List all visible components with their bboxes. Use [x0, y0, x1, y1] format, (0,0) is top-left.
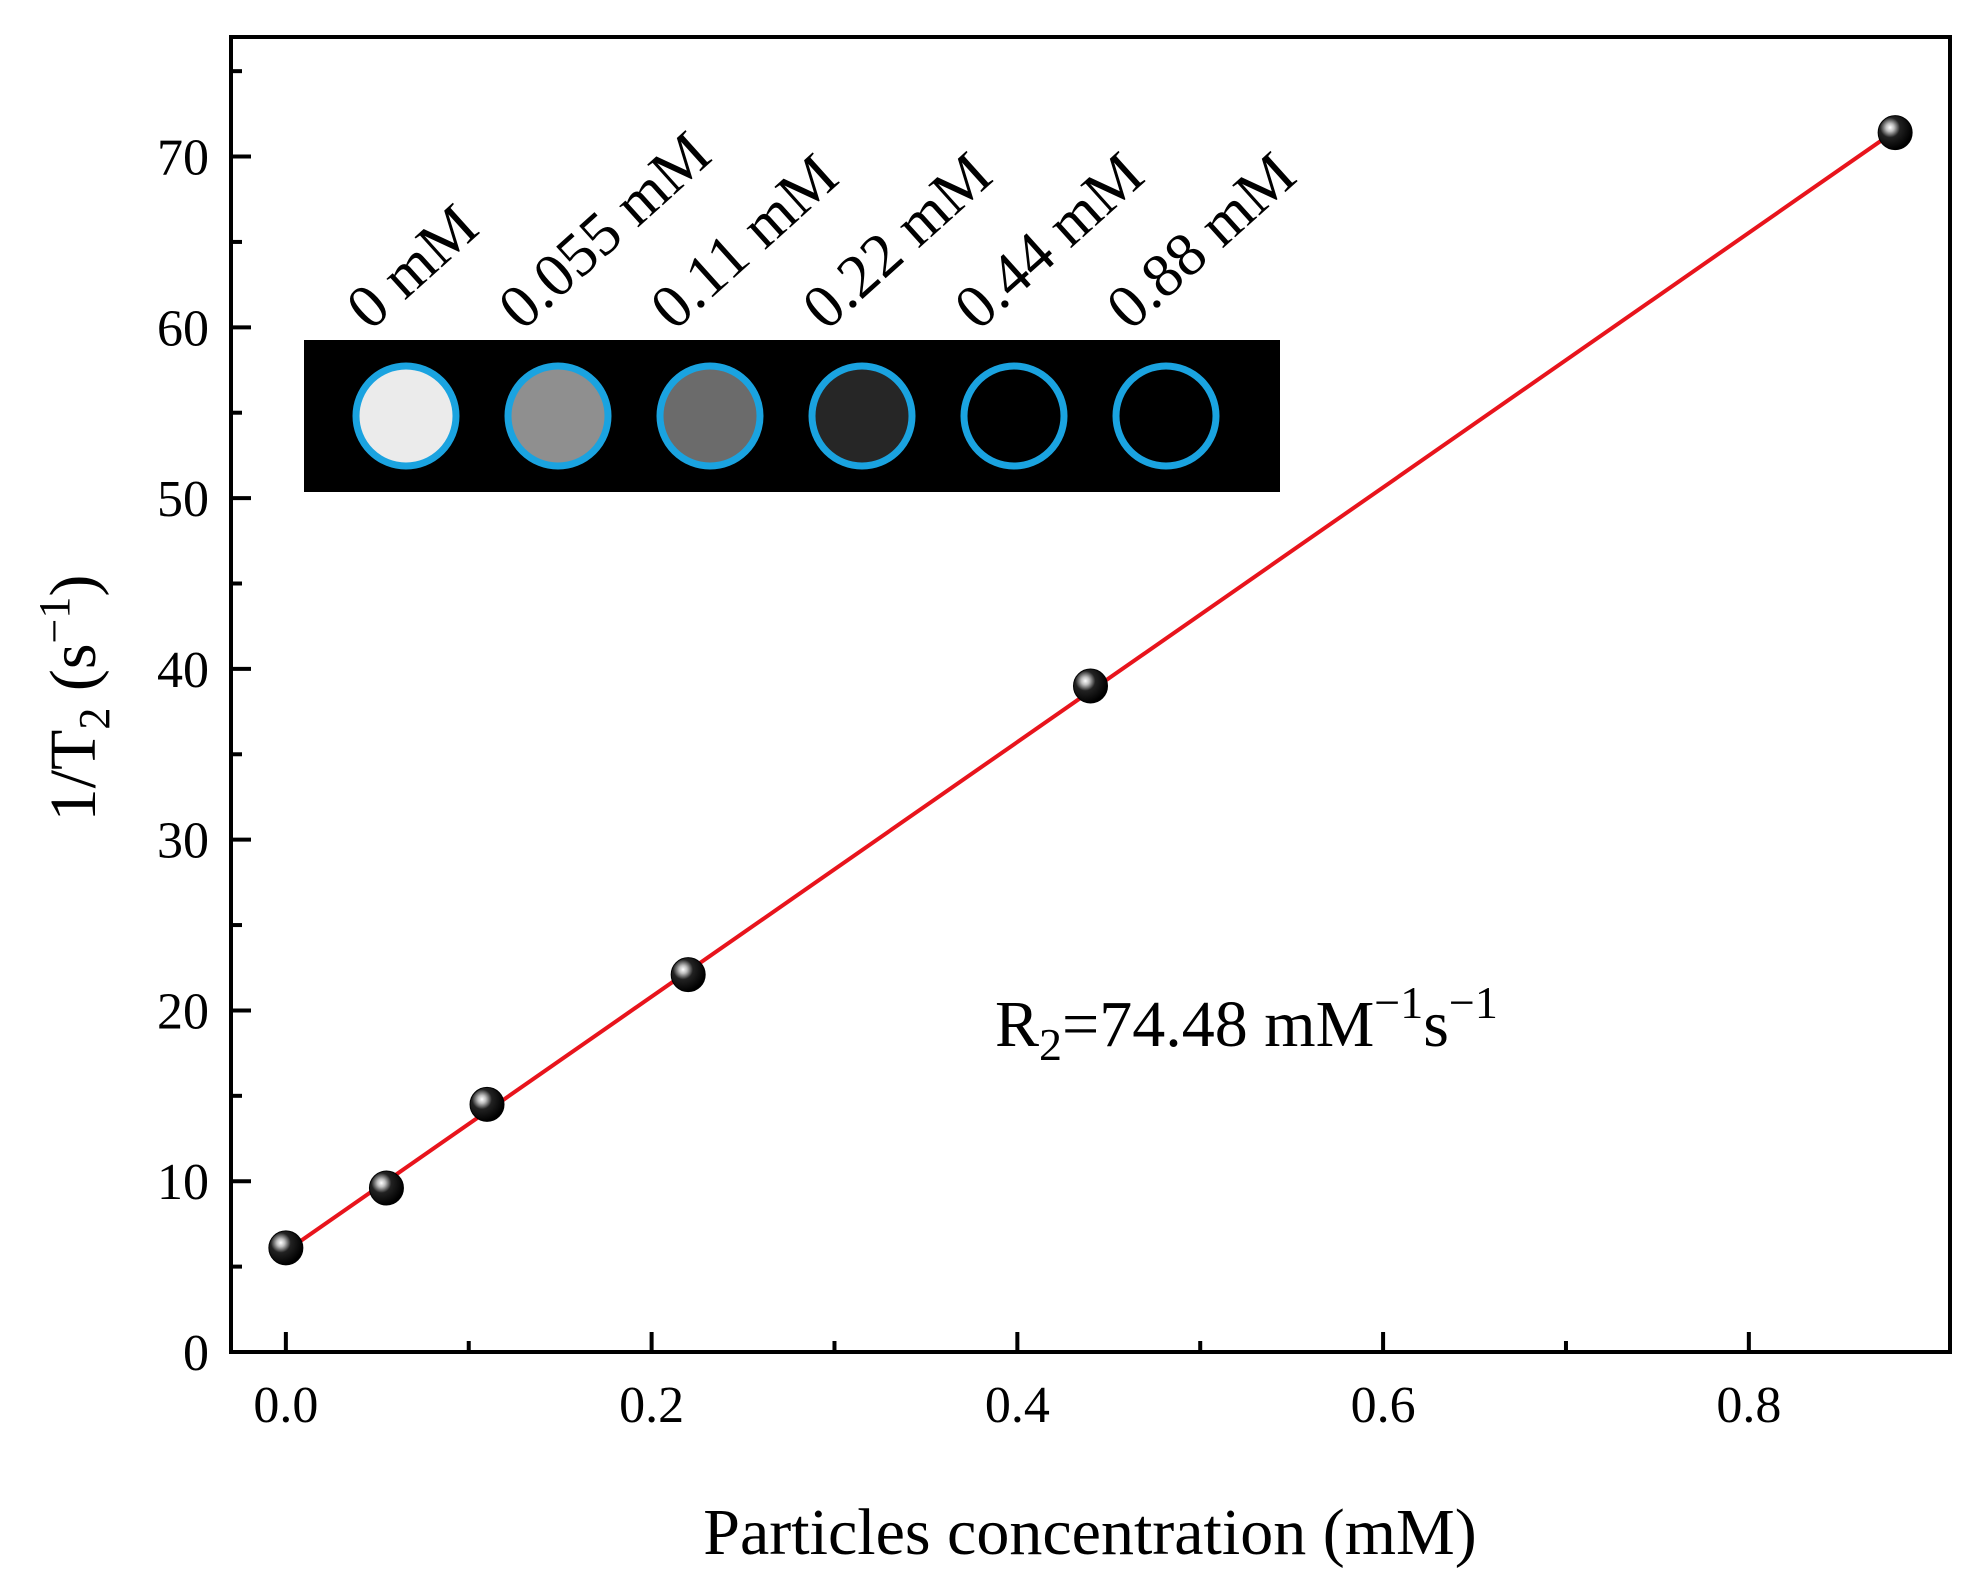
y-tick-label: 70 — [157, 130, 209, 187]
y-title-close: ) — [37, 575, 110, 597]
relaxivity-annotation: R2=74.48 mM−1s−1 — [995, 977, 1498, 1070]
sample-well — [960, 362, 1068, 470]
x-tick-label: 0.4 — [985, 1377, 1050, 1434]
data-point — [670, 957, 706, 993]
sample-well — [808, 362, 916, 470]
y-tick-label: 10 — [157, 1154, 209, 1211]
sample-well — [1112, 362, 1220, 470]
y-tick-label: 60 — [157, 300, 209, 357]
annot-mid: s — [1423, 988, 1449, 1061]
data-point — [1073, 668, 1108, 704]
data-point — [1877, 115, 1913, 151]
axis-ticks — [231, 69, 1751, 1354]
data-point — [268, 1230, 304, 1266]
y-tick-label: 0 — [183, 1325, 209, 1382]
data-points — [268, 115, 1913, 1266]
x-tick-label: 0.6 — [1351, 1377, 1416, 1434]
tick-labels: 0.0 0.2 0.4 0.6 0.8 0 10 20 30 40 50 60 70 — [157, 130, 1781, 1434]
mri-inset: 0 mM0.055 mM0.11 mM0.22 mM0.44 mM0.88 mM — [304, 119, 1308, 492]
y-tick-label: 20 — [157, 983, 209, 1040]
annot-sup1: −1 — [1374, 977, 1423, 1028]
x-tick-label: 0.0 — [253, 1377, 318, 1434]
y-axis-title: 1/T2 (s−1) — [30, 575, 119, 822]
sample-well — [656, 362, 764, 470]
annot-main: R — [995, 988, 1039, 1061]
concentration-label: 0 mM — [334, 192, 491, 343]
svg-text:1/T2 (s−1): 1/T2 (s−1) — [30, 575, 119, 822]
annot-sub: 2 — [1039, 1019, 1062, 1070]
x-tick-label: 0.2 — [619, 1377, 684, 1434]
annot-eq: =74.48 mM — [1062, 988, 1374, 1061]
data-point — [368, 1170, 404, 1206]
annot-sup2: −1 — [1449, 977, 1498, 1028]
y-title-unit: (s — [37, 643, 110, 707]
y-title-main: 1/T — [37, 730, 110, 822]
y-title-sub: 2 — [70, 708, 119, 730]
sample-well — [352, 362, 460, 470]
y-tick-label: 40 — [157, 642, 209, 699]
x-axis-title: Particles concentration (mM) — [703, 1496, 1476, 1569]
data-point — [469, 1086, 505, 1122]
y-tick-label: 30 — [157, 813, 209, 870]
sample-well — [504, 362, 612, 470]
x-tick-label: 0.8 — [1716, 1377, 1781, 1434]
y-tick-label: 50 — [157, 471, 209, 528]
plot-frame — [229, 35, 1952, 1354]
y-title-sup: −1 — [30, 597, 79, 644]
